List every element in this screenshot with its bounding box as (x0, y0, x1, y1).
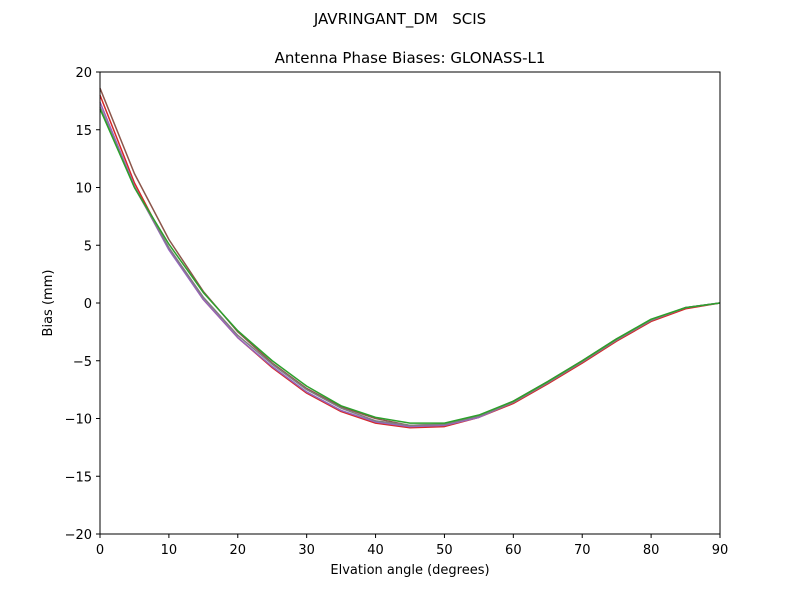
x-tick-label: 40 (367, 543, 384, 558)
x-tick-label: 30 (298, 543, 315, 558)
y-tick-label: −10 (65, 413, 92, 428)
x-tick-label: 60 (505, 543, 522, 558)
y-tick-label: −20 (65, 528, 92, 543)
x-tick-label: 50 (436, 543, 453, 558)
y-axis-ticks: −20 −15 −10 −5 0 5 10 15 20 (65, 66, 100, 543)
series-line-2 (99, 94, 721, 429)
x-tick-label: 10 (161, 543, 178, 558)
chart-title: Antenna Phase Biases: GLONASS-L1 (274, 49, 546, 67)
series-line-3 (99, 101, 721, 428)
series-line-5 (99, 108, 721, 424)
x-axis-label: Elvation angle (degrees) (330, 563, 489, 578)
y-tick-label: 5 (84, 239, 92, 254)
x-axis-ticks: 0 10 20 30 40 50 60 70 80 90 (96, 534, 728, 558)
series-line-4 (99, 106, 721, 427)
figure-suptitle: JAVRINGANT_DM SCIS (313, 10, 487, 28)
x-tick-label: 0 (96, 543, 104, 558)
y-tick-label: 10 (75, 182, 92, 197)
x-tick-label: 80 (643, 543, 660, 558)
y-tick-label: 0 (84, 297, 92, 312)
y-tick-label: −15 (65, 470, 92, 485)
plot-frame (99, 71, 721, 535)
series-lines (99, 87, 721, 429)
y-tick-label: 20 (75, 66, 92, 81)
y-tick-label: −5 (73, 355, 92, 370)
x-tick-label: 90 (712, 543, 729, 558)
y-tick-label: 15 (75, 124, 92, 139)
x-tick-label: 20 (230, 543, 247, 558)
y-axis-label: Bias (mm) (41, 270, 56, 337)
x-tick-label: 70 (574, 543, 591, 558)
series-line-1 (99, 87, 721, 427)
